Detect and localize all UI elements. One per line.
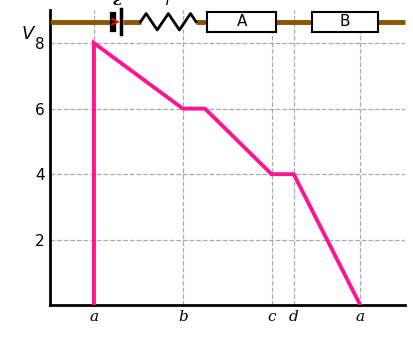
Bar <box>207 12 276 32</box>
Text: ε: ε <box>112 0 122 9</box>
Text: A: A <box>236 14 247 29</box>
Text: B: B <box>339 14 350 29</box>
Text: r: r <box>165 0 172 9</box>
Y-axis label: V: V <box>22 25 34 43</box>
Bar <box>311 12 378 32</box>
